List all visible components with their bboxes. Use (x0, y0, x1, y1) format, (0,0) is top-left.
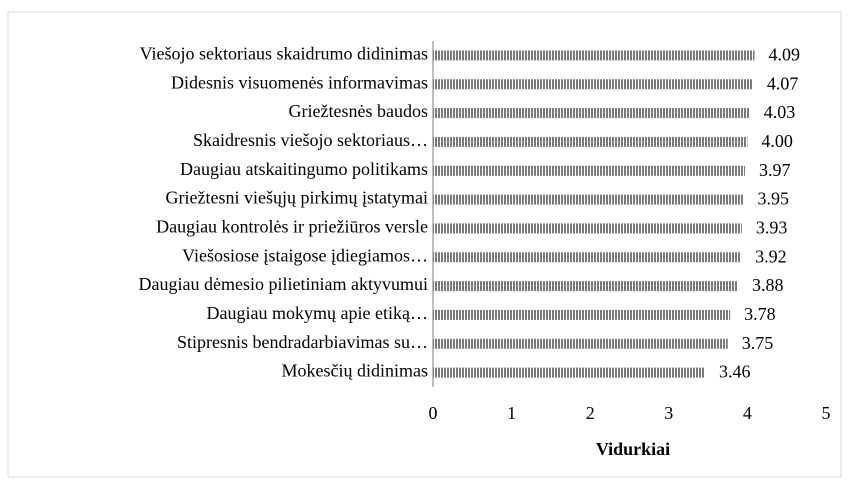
category-label: Stipresnis bendradarbiavimas su… (177, 332, 428, 352)
category-label: Daugiau dėmesio pilietiniam aktyvumui (139, 274, 428, 294)
x-tick-label: 1 (507, 403, 516, 423)
x-tick-label: 4 (743, 403, 752, 423)
x-tick-label: 3 (664, 403, 673, 423)
x-axis-title: Vidurkiai (596, 439, 670, 459)
category-label: Mokesčių didinimas (282, 361, 429, 381)
value-label: 3.95 (757, 189, 789, 209)
category-label: Didesnis visuomenės informavimas (171, 72, 428, 92)
value-label: 3.93 (756, 218, 788, 238)
category-label: Griežtesnės baudos (289, 101, 428, 121)
value-label: 4.07 (767, 73, 799, 93)
bar (433, 136, 748, 147)
bar (433, 108, 750, 119)
bar (433, 79, 753, 90)
bar (433, 338, 728, 349)
value-label: 3.46 (719, 362, 751, 382)
category-label: Viešojo sektoriaus skaidrumo didinimas (140, 44, 428, 64)
value-label: 3.97 (759, 160, 791, 180)
value-label: 4.00 (761, 131, 793, 151)
bar (433, 223, 742, 234)
category-label: Daugiau mokymų apie etiką… (207, 303, 428, 323)
category-label: Daugiau atskaitingumo politikams (180, 159, 428, 179)
bar (433, 367, 705, 378)
category-label: Skaidresnis viešojo sektoriaus… (193, 130, 428, 150)
bar (433, 50, 755, 61)
value-label: 3.75 (742, 333, 774, 353)
bar (433, 252, 742, 263)
bar (433, 194, 744, 205)
category-label: Griežtesni viešųjų pirkimų įstatymai (166, 188, 428, 208)
value-label: 3.78 (744, 304, 776, 324)
bar (433, 281, 738, 292)
category-label: Viešosiose įstaigose įdiegiamos… (182, 245, 428, 265)
category-label: Daugiau kontrolės ir priežiūros versle (156, 217, 428, 237)
x-tick-label: 0 (429, 403, 438, 423)
value-label: 4.09 (768, 45, 800, 65)
x-tick-label: 5 (822, 403, 831, 423)
value-label: 4.03 (764, 102, 796, 122)
bar (433, 165, 746, 176)
bar (433, 309, 731, 320)
value-label: 3.88 (752, 275, 784, 295)
x-tick-label: 2 (586, 403, 595, 423)
value-label: 3.92 (755, 246, 787, 266)
chart-border (7, 11, 842, 478)
